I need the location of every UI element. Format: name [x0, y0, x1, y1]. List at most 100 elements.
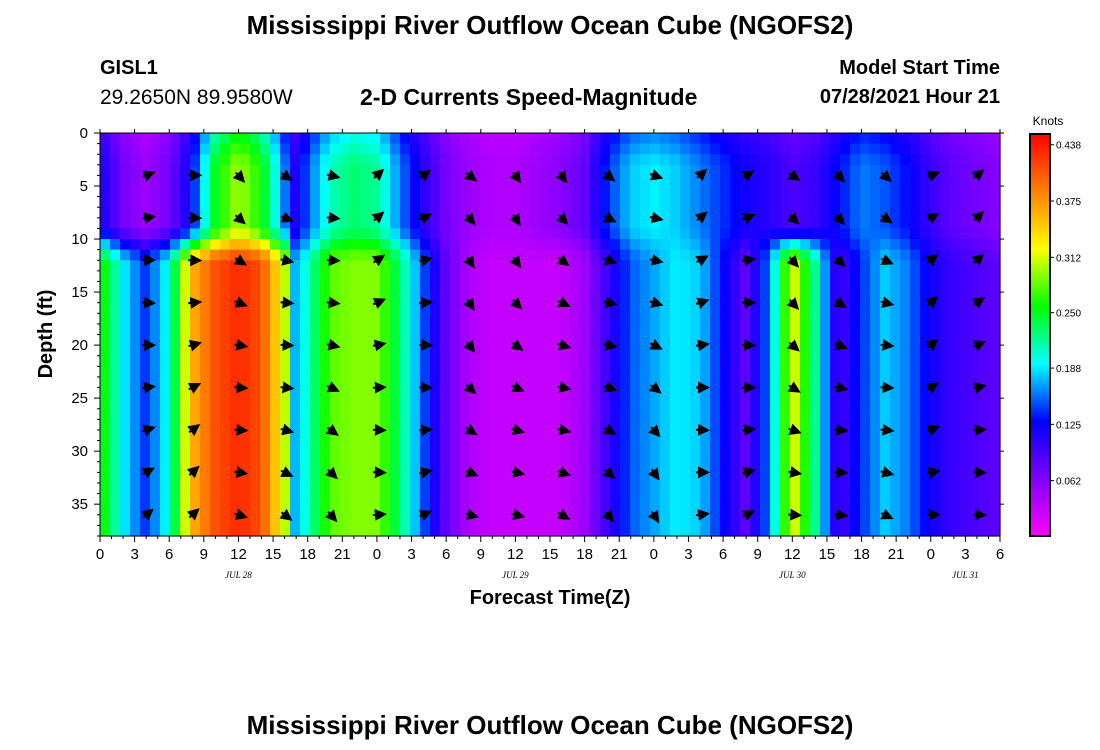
- heatmap-cell: [660, 292, 671, 304]
- heatmap-cell: [220, 355, 231, 367]
- heatmap-cell: [770, 504, 781, 516]
- heatmap-cell: [350, 302, 361, 314]
- heatmap-cell: [340, 345, 351, 357]
- heatmap-cell: [120, 482, 131, 495]
- heatmap-cell: [930, 514, 941, 526]
- heatmap-cell: [280, 239, 291, 251]
- heatmap-cell: [850, 133, 861, 145]
- heatmap-cell: [600, 493, 611, 505]
- heatmap-cell: [930, 429, 941, 442]
- heatmap-cell: [590, 419, 601, 431]
- heatmap-cell: [120, 461, 131, 473]
- heatmap-cell: [230, 493, 241, 505]
- heatmap-cell: [380, 270, 391, 283]
- heatmap-cell: [890, 143, 901, 155]
- heatmap-cell: [630, 419, 641, 431]
- heatmap-cell: [230, 143, 241, 155]
- heatmap-cell: [960, 217, 971, 230]
- heatmap-cell: [240, 493, 251, 505]
- heatmap-cell: [300, 175, 311, 187]
- heatmap-cell: [470, 249, 481, 261]
- heatmap-cell: [300, 143, 311, 155]
- heatmap-cell: [350, 143, 361, 155]
- heatmap-cell: [210, 451, 221, 463]
- heatmap-cell: [590, 323, 601, 336]
- heatmap-cell: [570, 143, 581, 155]
- heatmap-cell: [630, 196, 641, 208]
- heatmap-cell: [610, 493, 621, 505]
- heatmap-cell: [440, 143, 451, 155]
- heatmap-cell: [970, 334, 981, 346]
- heatmap-cell: [940, 143, 951, 155]
- heatmap-cell: [920, 323, 931, 336]
- heatmap-cell: [590, 154, 601, 166]
- heatmap-cell: [360, 398, 371, 410]
- heatmap-cell: [630, 143, 641, 155]
- heatmap-cell: [100, 164, 111, 177]
- heatmap-cell: [130, 313, 141, 325]
- heatmap-cell: [710, 408, 721, 420]
- heatmap-cell: [760, 313, 771, 325]
- heatmap-cell: [320, 376, 331, 389]
- x-tick-label: 3: [961, 546, 969, 563]
- heatmap-cell: [650, 281, 661, 293]
- heatmap-cell: [890, 313, 901, 325]
- heatmap-cell: [300, 217, 311, 230]
- heatmap-cell: [560, 366, 571, 378]
- heatmap-cell: [490, 482, 501, 495]
- heatmap-cell: [760, 143, 771, 155]
- heatmap-cell: [930, 196, 941, 208]
- heatmap-cell: [410, 175, 421, 187]
- heatmap-cell: [380, 133, 391, 145]
- heatmap-cell: [320, 133, 331, 145]
- heatmap-cell: [820, 419, 831, 431]
- heatmap-cell: [570, 461, 581, 473]
- heatmap-cell: [360, 249, 371, 261]
- heatmap-cell: [600, 408, 611, 420]
- heatmap-cell: [990, 334, 1001, 346]
- heatmap-cell: [620, 260, 631, 272]
- heatmap-cell: [800, 186, 811, 198]
- heatmap-cell: [200, 345, 211, 357]
- heatmap-cell: [290, 281, 301, 293]
- heatmap-cell: [770, 376, 781, 389]
- heatmap-cell: [520, 493, 531, 505]
- heatmap-cell: [490, 292, 501, 304]
- heatmap-cell: [440, 419, 451, 431]
- heatmap-cell: [200, 355, 211, 367]
- heatmap-cell: [470, 239, 481, 251]
- current-vector-arrow: [463, 381, 477, 395]
- heatmap-cell: [600, 451, 611, 463]
- heatmap-cell: [100, 249, 111, 261]
- heatmap-cell: [680, 292, 691, 304]
- heatmap-cell: [180, 376, 191, 389]
- heatmap-cell: [100, 313, 111, 325]
- heatmap-cell: [720, 186, 731, 198]
- heatmap-cell: [560, 472, 571, 484]
- station-name: GISL1: [100, 57, 158, 79]
- heatmap-cell: [450, 376, 461, 389]
- heatmap-cell: [550, 429, 561, 442]
- heatmap-cell: [820, 239, 831, 251]
- heatmap-cell: [870, 461, 881, 473]
- heatmap-cell: [810, 461, 821, 473]
- heatmap-cell: [710, 302, 721, 314]
- heatmap-cell: [530, 196, 541, 208]
- heatmap-cell: [100, 355, 111, 367]
- heatmap-cell: [150, 313, 161, 325]
- heatmap-cell: [100, 504, 111, 516]
- heatmap-cell: [880, 408, 891, 420]
- heatmap-cell: [200, 451, 211, 463]
- heatmap-cell: [870, 270, 881, 283]
- heatmap-cell: [770, 429, 781, 442]
- heatmap-cell: [450, 207, 461, 219]
- heatmap-cells: [100, 133, 1001, 537]
- heatmap-cell: [550, 408, 561, 420]
- heatmap-cell: [130, 451, 141, 463]
- heatmap-cell: [900, 302, 911, 314]
- heatmap-cell: [200, 175, 211, 187]
- heatmap-cell: [230, 366, 241, 378]
- heatmap-cell: [290, 207, 301, 219]
- heatmap-cell: [140, 217, 151, 230]
- heatmap-cell: [170, 387, 181, 399]
